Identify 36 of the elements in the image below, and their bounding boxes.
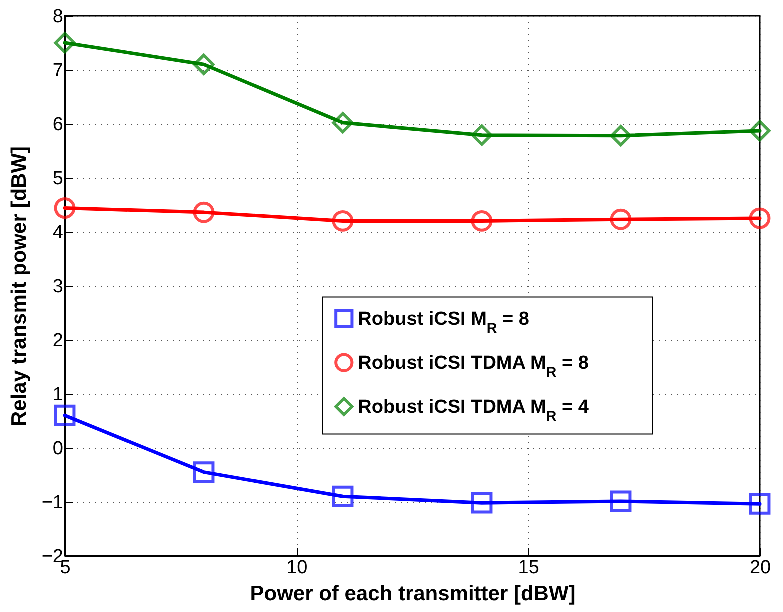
point [193, 462, 215, 484]
point [749, 208, 771, 230]
point [471, 124, 493, 146]
legend-label: Robust iCSI TDMA M$_{R}$ = 4 [358, 396, 590, 425]
y-tick-label: 6 [52, 114, 64, 136]
y-tick-label: 2 [52, 330, 64, 352]
y-tick-label: −1 [42, 492, 64, 514]
y-tick-label: 1 [52, 384, 64, 406]
point [332, 112, 354, 134]
y-tick-label: 4 [52, 222, 64, 244]
x-axis-title: Power of each transmitter [dBW] [250, 582, 576, 606]
y-axis-title: Relay transmit power [dBW] [8, 146, 31, 427]
x-tick-label: 20 [750, 558, 772, 578]
y-tick-label: 8 [52, 6, 64, 28]
x-tick-label: 15 [518, 558, 540, 578]
point [749, 493, 771, 515]
y-tick-label: 3 [52, 276, 64, 298]
legend-label: Robust iCSI M$_{R}$ = 8 [358, 308, 530, 337]
point [54, 198, 76, 219]
point [193, 54, 215, 76]
point [749, 120, 771, 142]
point [471, 210, 493, 232]
point [610, 125, 632, 147]
point [332, 210, 354, 232]
x-tick-label: 10 [286, 558, 308, 578]
point [54, 404, 76, 426]
point [332, 486, 354, 508]
y-tick-label: 5 [52, 168, 64, 190]
point [610, 490, 632, 512]
y-tick-label: 0 [52, 438, 64, 460]
point [54, 32, 76, 54]
legend-label: Robust iCSI TDMA M$_{R}$ = 8 [358, 352, 589, 381]
point [471, 492, 493, 514]
y-tick-label: 7 [52, 60, 64, 82]
point [610, 208, 632, 230]
point [193, 202, 215, 224]
